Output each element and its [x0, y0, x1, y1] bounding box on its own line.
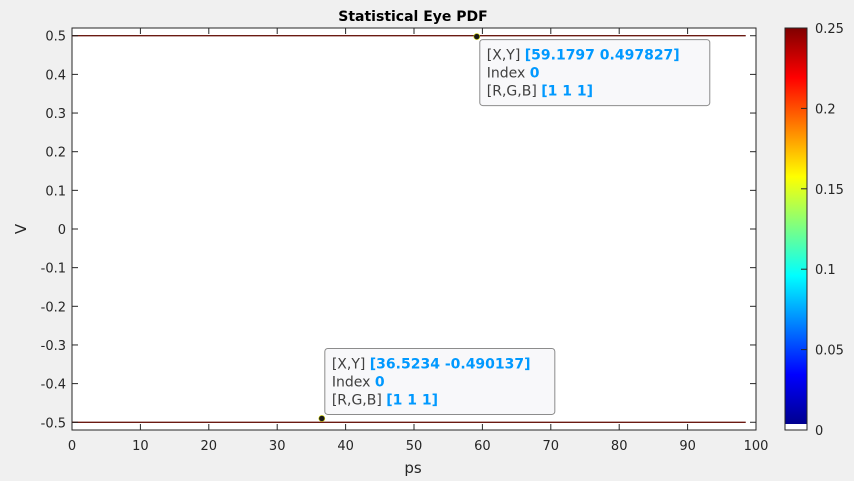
- datatip-marker[interactable]: [473, 33, 481, 40]
- x-tick-label: 80: [611, 439, 628, 454]
- colorbar[interactable]: 0 0.05 0.1 0.15 0.2 0.25: [784, 22, 844, 439]
- x-tick-label: 0: [68, 439, 76, 454]
- y-axis-label: V: [12, 223, 30, 234]
- x-tick-label: 40: [337, 439, 354, 454]
- datatip-value: 0: [375, 374, 385, 390]
- datatip-box: [479, 39, 711, 107]
- datatip-line: [X,Y] [59.1797 0.497827]: [487, 48, 680, 64]
- x-tick-label: 50: [406, 439, 423, 454]
- colorbar-tick-label: 0.1: [815, 263, 836, 278]
- x-tick-label: 70: [543, 439, 560, 454]
- datatip-marker[interactable]: [318, 415, 326, 422]
- datatip-label: Index: [332, 374, 375, 390]
- y-tick-label: -0.5: [41, 416, 66, 431]
- x-tick-label: 10: [132, 439, 149, 454]
- colorbar-tick-label: 0: [815, 424, 823, 439]
- x-tick-label: 20: [201, 439, 218, 454]
- datatip-line: Index 0: [487, 66, 540, 82]
- datatips[interactable]: [X,Y] [59.1797 0.497827] Index 0 [R,G,B] […: [318, 33, 711, 422]
- datatip-label: [R,G,B]: [487, 84, 541, 100]
- datatip-line: [R,G,B] [1 1 1]: [487, 84, 593, 100]
- y-tick-label: -0.2: [41, 300, 66, 315]
- datatip-value: [1 1 1]: [386, 392, 438, 408]
- datatip-label: [R,G,B]: [332, 392, 386, 408]
- colorbar-ticks: 0 0.05 0.1 0.15 0.2 0.25: [801, 22, 844, 439]
- datatip-value: [59.1797 0.497827]: [525, 48, 680, 64]
- datatip-0[interactable]: [X,Y] [59.1797 0.497827] Index 0 [R,G,B] […: [473, 33, 711, 107]
- datatip-line: [R,G,B] [1 1 1]: [332, 392, 438, 408]
- x-tick-label: 90: [679, 439, 696, 454]
- y-tick-label: -0.4: [41, 378, 66, 393]
- y-axis: 0.5 0.4 0.3 0.2 0.1 0 -0.1 -0.2 -0.3 -0.4 -0.5: [41, 30, 756, 431]
- y-tick-label: 0.3: [45, 107, 66, 122]
- y-tick-label: 0.5: [45, 30, 66, 45]
- x-axis-label: ps: [404, 459, 422, 477]
- y-tick-label: 0.2: [45, 146, 66, 161]
- datatip-value: 0: [530, 66, 540, 82]
- datatip-line: Index 0: [332, 374, 385, 390]
- y-tick-label: 0.4: [45, 68, 66, 83]
- x-tick-label: 60: [474, 439, 491, 454]
- x-tick-label: 100: [744, 439, 769, 454]
- x-tick-label: 30: [269, 439, 286, 454]
- datatip-1[interactable]: [X,Y] [36.5234 -0.490137] Index 0 [R,G,B] …: [318, 347, 556, 422]
- colorbar-tick-label: 0.2: [815, 102, 836, 117]
- datatip-label: [X,Y]: [487, 48, 525, 64]
- datatip-value: [1 1 1]: [541, 84, 593, 100]
- y-tick-label: -0.1: [41, 262, 66, 277]
- datatip-box: [324, 347, 556, 415]
- datatip-label: Index: [487, 66, 530, 82]
- y-tick-label: 0: [58, 223, 66, 238]
- colorbar-tick-label: 0.05: [815, 344, 844, 359]
- datatip-label: [X,Y]: [332, 356, 370, 372]
- x-axis: 0 10 20 30 40 50 60 70 80 90 100: [68, 28, 769, 454]
- eye-rails: [72, 35, 746, 423]
- datatip-line: [X,Y] [36.5234 -0.490137]: [332, 356, 531, 372]
- colorbar-tick-label: 0.25: [815, 22, 844, 37]
- colorbar-tick-label: 0.15: [815, 183, 844, 198]
- datatip-value: [36.5234 -0.490137]: [370, 356, 531, 372]
- y-tick-label: 0.1: [45, 184, 66, 199]
- y-tick-label: -0.3: [41, 339, 66, 354]
- chart-title: Statistical Eye PDF: [338, 9, 487, 25]
